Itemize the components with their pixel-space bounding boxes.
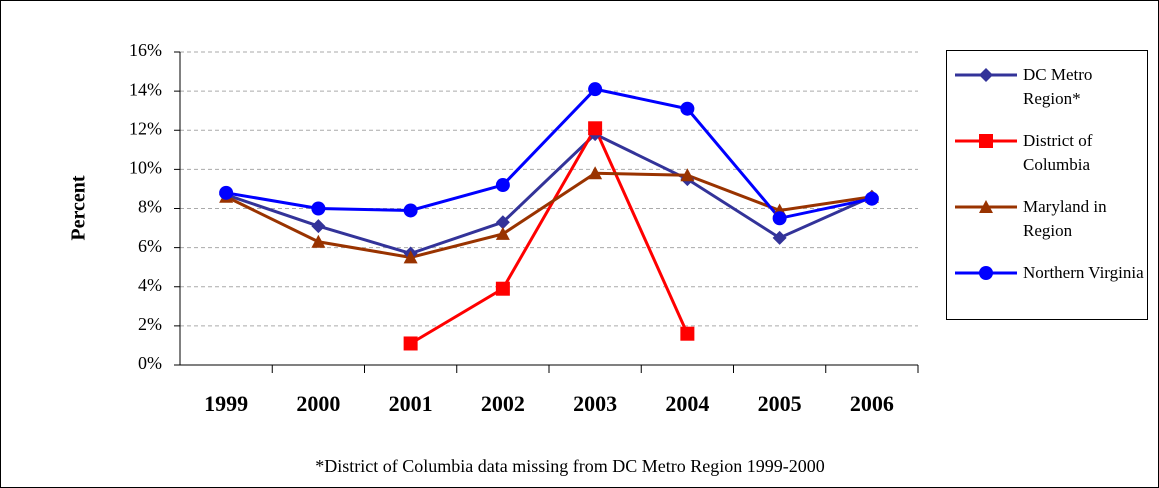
footnote: *District of Columbia data missing from … xyxy=(315,456,824,476)
legend-swatch xyxy=(955,134,1017,148)
series-line xyxy=(409,124,689,345)
marker xyxy=(979,200,993,213)
series-line xyxy=(225,132,873,256)
x-tick-label: 2000 xyxy=(296,391,340,416)
y-tick-label: 16% xyxy=(129,40,162,60)
legend-entry: District of Columbia xyxy=(947,125,1147,185)
legend-entry: Maryland in Region xyxy=(947,191,1147,251)
x-tick-label: 2006 xyxy=(850,391,894,416)
x-tick-label: 2002 xyxy=(481,391,525,416)
y-tick-label: 10% xyxy=(129,158,162,178)
x-tick-label: 2005 xyxy=(758,391,802,416)
legend-swatch xyxy=(955,68,1017,82)
series-line xyxy=(225,87,873,220)
y-tick-label: 2% xyxy=(138,314,162,334)
y-tick-label: 12% xyxy=(129,118,162,138)
marker xyxy=(588,121,603,136)
series-line xyxy=(225,171,873,259)
legend-label: Northern Virginia xyxy=(1023,263,1144,282)
y-tick-label: 8% xyxy=(138,197,162,217)
legend-swatch xyxy=(955,200,1017,213)
marker xyxy=(979,68,993,82)
x-tick-label: 1999 xyxy=(204,391,248,416)
y-tick-label: 14% xyxy=(129,79,162,99)
legend-label: DC Metro Region* xyxy=(1023,65,1093,108)
legend: DC Metro Region* District of Columbia Mary… xyxy=(946,50,1148,320)
legend-entry: DC Metro Region* xyxy=(947,59,1147,119)
marker xyxy=(772,230,787,245)
x-tick-label: 2001 xyxy=(389,391,433,416)
y-tick-label: 4% xyxy=(138,275,162,295)
marker xyxy=(979,266,993,280)
marker xyxy=(495,178,510,193)
marker xyxy=(864,191,879,206)
marker xyxy=(979,134,993,148)
legend-entry: Northern Virginia xyxy=(947,257,1147,317)
y-axis-title: Percent xyxy=(68,175,90,240)
marker xyxy=(680,101,695,116)
legend-label: Maryland in Region xyxy=(1023,197,1107,240)
y-tick-label: 6% xyxy=(138,236,162,256)
marker xyxy=(311,219,326,234)
marker xyxy=(403,336,418,351)
x-tick-label: 2004 xyxy=(665,391,709,416)
y-tick-label: 0% xyxy=(138,353,162,373)
marker xyxy=(219,185,234,200)
marker xyxy=(495,215,510,230)
marker xyxy=(311,234,326,248)
marker xyxy=(495,226,510,240)
marker xyxy=(311,201,326,216)
marker xyxy=(772,211,787,226)
x-tick-label: 2003 xyxy=(573,391,617,416)
marker xyxy=(403,250,418,264)
marker xyxy=(680,168,695,182)
marker xyxy=(588,166,603,180)
legend-swatch xyxy=(955,266,1017,280)
marker xyxy=(588,82,603,97)
marker xyxy=(680,326,695,341)
marker xyxy=(495,281,510,296)
marker xyxy=(403,203,418,218)
legend-label: District of Columbia xyxy=(1023,131,1093,174)
